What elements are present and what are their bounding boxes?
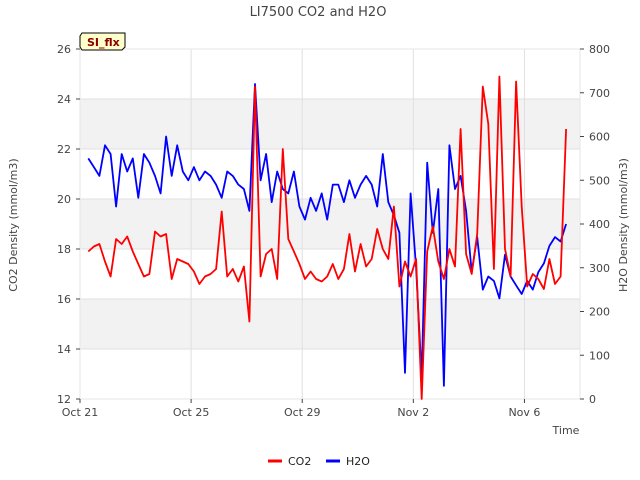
site-badge: SI_flx bbox=[79, 32, 126, 51]
legend: CO2 H2O bbox=[268, 455, 370, 468]
x-tick-label: Oct 29 bbox=[284, 406, 321, 419]
y2-tick-label: 300 bbox=[589, 262, 610, 275]
right-axis-ticks: 0 100 200 300 400 500 600 700 800 bbox=[580, 43, 610, 406]
series-layer bbox=[87, 75, 567, 400]
x-axis-ticks: Oct 21 Oct 25 Oct 29 Nov 2 Nov 6 bbox=[62, 399, 540, 419]
y-tick-label: 14 bbox=[57, 343, 71, 356]
y2-tick-label: 600 bbox=[589, 131, 610, 144]
y-tick-label: 22 bbox=[57, 143, 71, 156]
y2-tick-label: 200 bbox=[589, 306, 610, 319]
legend-label: H2O bbox=[346, 455, 370, 468]
y2-axis-label: H2O Density (mmol/m3) bbox=[617, 158, 630, 292]
y-tick-label: 24 bbox=[57, 93, 71, 106]
y-tick-label: 12 bbox=[57, 393, 71, 406]
x-tick-label: Nov 2 bbox=[397, 406, 429, 419]
y2-tick-label: 800 bbox=[589, 43, 610, 56]
left-axis-ticks: 12 14 16 18 20 22 24 26 bbox=[57, 43, 80, 406]
legend-item-co2: CO2 bbox=[268, 455, 311, 468]
legend-item-h2o: H2O bbox=[326, 455, 370, 468]
y-tick-label: 16 bbox=[57, 293, 71, 306]
y2-tick-label: 100 bbox=[589, 349, 610, 362]
series-line-h2o bbox=[87, 83, 567, 387]
background-band bbox=[80, 299, 580, 349]
chart-title: LI7500 CO2 and H2O bbox=[250, 5, 387, 20]
series-line-co2 bbox=[87, 75, 567, 400]
x-axis-label: Time bbox=[552, 424, 580, 437]
background-band bbox=[80, 99, 580, 149]
y-axis-label: CO2 Density (mmol/m3) bbox=[7, 158, 20, 291]
y-tick-label: 20 bbox=[57, 193, 71, 206]
badge-label: SI_flx bbox=[87, 36, 120, 49]
y-tick-label: 18 bbox=[57, 243, 71, 256]
y2-tick-label: 400 bbox=[589, 218, 610, 231]
y2-tick-label: 700 bbox=[589, 87, 610, 100]
x-tick-label: Oct 25 bbox=[173, 406, 210, 419]
y2-tick-label: 0 bbox=[589, 393, 596, 406]
y-tick-label: 26 bbox=[57, 43, 71, 56]
legend-label: CO2 bbox=[288, 455, 311, 468]
y2-tick-label: 500 bbox=[589, 174, 610, 187]
x-tick-label: Nov 6 bbox=[508, 406, 540, 419]
badge-box bbox=[79, 32, 126, 51]
x-tick-label: Oct 21 bbox=[62, 406, 99, 419]
